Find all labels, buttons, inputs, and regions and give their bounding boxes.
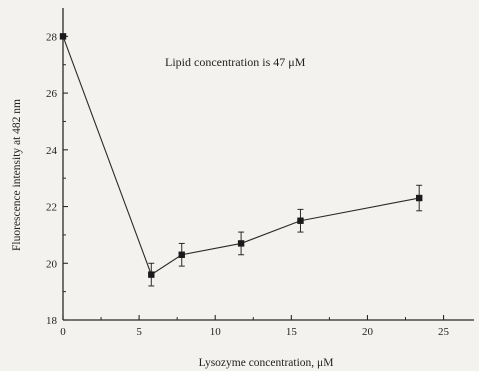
y-axis-label: Fluorescence intensity at 482 nm: [11, 99, 23, 251]
y-tick-label: 26: [46, 88, 58, 100]
data-point: [237, 240, 245, 247]
x-tick-label: 10: [210, 326, 222, 338]
ticks: 18 20 22 24 26 28 0 5 10 15 20 25: [46, 31, 450, 338]
x-tick-label: 15: [286, 326, 298, 338]
chart-annotation: Lipid concentration is 47 μM: [165, 55, 306, 69]
series-line: [62, 36, 420, 276]
y-tick-label: 18: [46, 315, 58, 327]
data-point: [297, 217, 304, 224]
y-tick-label: 24: [46, 145, 58, 157]
data-point: [59, 33, 67, 40]
x-tick-label: 5: [136, 326, 142, 338]
x-tick-label: 20: [362, 326, 374, 338]
x-tick-label: 25: [438, 326, 450, 338]
y-tick-label: 22: [46, 202, 57, 214]
y-tick-label: 20: [46, 258, 58, 270]
y-tick-label: 28: [46, 31, 58, 43]
data-point: [178, 251, 185, 258]
x-tick-label: 0: [60, 326, 66, 338]
x-axis-label: Lysozyme concentration, μM: [199, 357, 334, 369]
data-series: [59, 33, 423, 287]
data-point: [416, 194, 423, 202]
data-point: [148, 271, 155, 278]
